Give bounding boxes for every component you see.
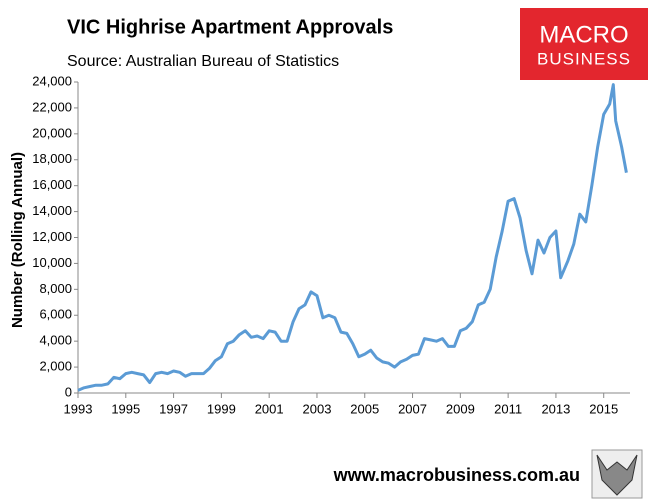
footer: www.macrobusiness.com.au <box>333 465 580 485</box>
x-tick-label: 2015 <box>589 401 618 416</box>
wolf-icon <box>591 449 643 499</box>
y-tick-label: 16,000 <box>32 177 72 192</box>
x-tick-label: 2013 <box>541 401 570 416</box>
y-tick-label: 18,000 <box>32 151 72 166</box>
y-tick-label: 12,000 <box>32 229 72 244</box>
x-tick-label: 2011 <box>494 401 522 416</box>
logo-box <box>520 8 648 80</box>
y-axis-label: Number (Rolling Annual) <box>9 152 26 328</box>
y-tick-label: 14,000 <box>32 203 72 218</box>
x-tick-label: 1999 <box>207 401 236 416</box>
y-tick-label: 8,000 <box>39 281 72 296</box>
y-tick-label: 22,000 <box>32 99 72 114</box>
x-tick-label: 1995 <box>111 401 140 416</box>
y-tick-label: 20,000 <box>32 125 72 140</box>
logo-text: BUSINESS <box>537 49 631 68</box>
chart-title: VIC Highrise Apartment Approvals <box>67 16 393 38</box>
x-tick-label: 2003 <box>303 401 332 416</box>
logo-text: MACRO <box>539 21 628 48</box>
y-tick-label: 0 <box>65 384 72 399</box>
y-tick-label: 4,000 <box>39 333 72 348</box>
y-tick-label: 10,000 <box>32 255 72 270</box>
x-tick-label: 1993 <box>64 401 93 416</box>
y-tick-label: 24,000 <box>32 73 72 88</box>
chart-subtitle: Source: Australian Bureau of Statistics <box>67 53 339 70</box>
x-tick-label: 1997 <box>159 401 188 416</box>
y-tick-label: 6,000 <box>39 307 72 322</box>
x-tick-label: 2007 <box>398 401 427 416</box>
x-tick-label: 2001 <box>255 401 284 416</box>
x-tick-label: 2009 <box>446 401 475 416</box>
data-line <box>77 83 628 392</box>
y-tick-label: 2,000 <box>39 359 72 374</box>
x-tick-label: 2005 <box>350 401 379 416</box>
